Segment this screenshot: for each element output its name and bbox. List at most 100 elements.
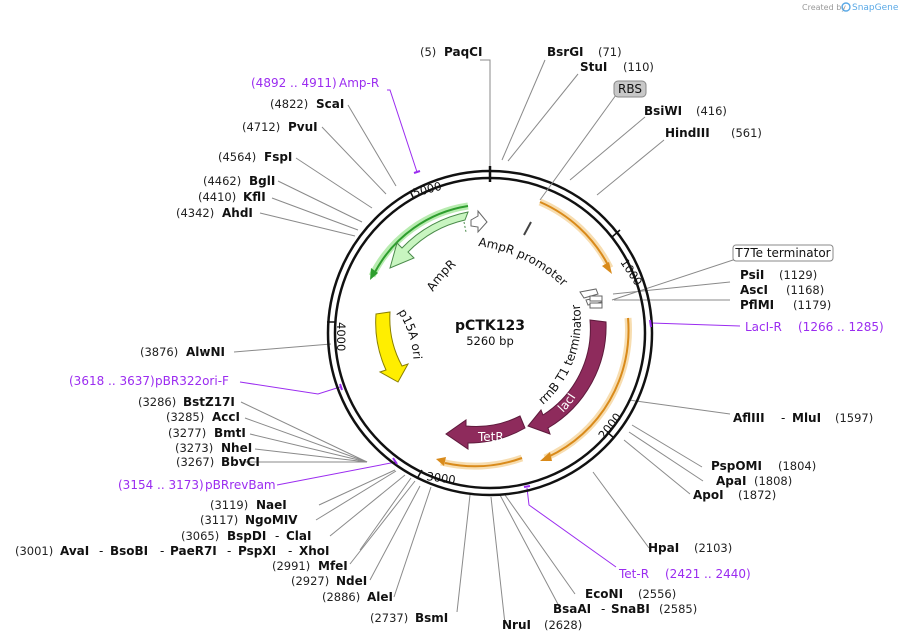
acci-name[interactable]: AccI — [212, 410, 240, 424]
apai-pos: (1808) — [754, 474, 792, 488]
naei-name[interactable]: NaeI — [256, 498, 287, 512]
enzyme-leader-lines — [233, 59, 735, 625]
alwni-pos: (3876) — [140, 345, 178, 359]
apoi-pos: (1872) — [738, 488, 776, 502]
ahdi-pos: (4342) — [176, 206, 214, 220]
bsaai-name[interactable]: BsaAI — [553, 602, 591, 616]
tetr-label: TetR — [477, 430, 504, 444]
bsiwi-name[interactable]: BsiWI — [644, 104, 682, 118]
ampr-promoter-label: AmpR promoter — [478, 235, 571, 289]
nhei-name[interactable]: NheI — [221, 441, 252, 455]
amp-r-primer-name[interactable]: Amp-R — [339, 76, 379, 90]
mlui-name[interactable]: MluI — [792, 411, 821, 425]
snapgene-logo-icon — [841, 2, 851, 12]
ampr-label: AmpR — [424, 257, 459, 294]
mfei-pos: (2991) — [272, 559, 310, 573]
bsrgi-name[interactable]: BsrGI — [547, 45, 584, 59]
paci-name[interactable]: PaqCI — [444, 45, 482, 59]
bspdi-name[interactable]: BspDI — [227, 529, 266, 543]
pbrrevbam-name[interactable]: pBRrevBam — [205, 478, 276, 492]
scai-name[interactable]: ScaI — [316, 97, 344, 111]
econi-name[interactable]: EcoNI — [585, 587, 623, 601]
bgli-pos: (4462) — [203, 174, 241, 188]
asci-name[interactable]: AscI — [740, 283, 768, 297]
orange-arc-bottom — [444, 457, 523, 468]
pspomi-pos: (1804) — [778, 459, 816, 473]
rbs-site-mark — [523, 221, 532, 236]
pspxi-name[interactable]: PspXI — [238, 544, 276, 558]
p15a-ori-feature — [375, 311, 410, 383]
alei-name[interactable]: AleI — [367, 590, 393, 604]
orange-arc-top-arrowhead — [602, 262, 612, 274]
orange-arc-top-glow — [538, 198, 614, 270]
laci-r-primer-name[interactable]: LacI-R — [745, 320, 782, 334]
avai-sep4: - — [288, 544, 292, 558]
avai-sep2: - — [160, 544, 164, 558]
stui-name[interactable]: StuI — [580, 60, 607, 74]
kfli-name[interactable]: KflI — [243, 190, 266, 204]
pbr322ori-f-range: (3618 .. 3637) — [69, 374, 155, 388]
rbs-label[interactable]: RBS — [618, 82, 642, 96]
ngomiv-name[interactable]: NgoMIV — [245, 513, 298, 527]
apoi-name[interactable]: ApoI — [693, 488, 724, 502]
pspomi-name[interactable]: PspOMI — [711, 459, 762, 473]
orange-arc-right-arrowhead — [540, 452, 552, 461]
bsobi-name[interactable]: BsoBI — [110, 544, 148, 558]
nrui-pos: (2628) — [544, 618, 582, 632]
hpai-name[interactable]: HpaI — [648, 541, 679, 555]
pvui-name[interactable]: PvuI — [288, 120, 318, 134]
pbr322ori-f-name[interactable]: pBR322ori-F — [155, 374, 229, 388]
pflmi-name[interactable]: PflMI — [740, 298, 774, 312]
bstz17i-name[interactable]: BstZ17I — [183, 395, 235, 409]
tick-marks — [327, 190, 621, 478]
nhei-pos: (3273) — [175, 441, 213, 455]
hindiii-pos: (561) — [731, 126, 762, 140]
plasmid-size: 5260 bp — [466, 334, 514, 348]
bsmi-pos: (2737) — [370, 611, 408, 625]
orange-arc-top — [539, 201, 609, 266]
ahdi-name[interactable]: AhdI — [222, 206, 253, 220]
afliii-name[interactable]: AflIII — [733, 411, 765, 425]
fspi-name[interactable]: FspI — [264, 150, 292, 164]
bmti-name[interactable]: BmtI — [214, 426, 246, 440]
ampr-outer-arrowhead — [370, 268, 378, 280]
t7te-terminator-label[interactable]: T7Te terminator — [734, 246, 830, 260]
tet-r-primer-name[interactable]: Tet-R — [618, 567, 649, 581]
bspdi-pos: (3065) — [181, 529, 219, 543]
snabi-name[interactable]: SnaBI — [611, 602, 650, 616]
tetr-feature-arrow — [445, 415, 526, 450]
pflmi-pos: (1179) — [793, 298, 831, 312]
psii-name[interactable]: PsiI — [740, 268, 764, 282]
p15a-ori-label: p15A ori — [395, 306, 424, 360]
apai-name[interactable]: ApaI — [716, 474, 746, 488]
mfei-name[interactable]: MfeI — [318, 559, 348, 573]
amp-r-primer-range: (4892 .. 4911) — [251, 76, 337, 90]
hindiii-name[interactable]: HindIII — [665, 126, 710, 140]
alwni-name[interactable]: AlwNI — [186, 345, 225, 359]
primer-leader-lines — [239, 89, 741, 568]
paer7i-name[interactable]: PaeR7I — [170, 544, 217, 558]
avai-name[interactable]: AvaI — [60, 544, 89, 558]
clai-name[interactable]: ClaI — [286, 529, 311, 543]
bsmi-name[interactable]: BsmI — [415, 611, 448, 625]
bgli-name[interactable]: BglI — [249, 174, 275, 188]
avai-pos: (3001) — [15, 544, 53, 558]
bbvci-name[interactable]: BbvCI — [221, 455, 260, 469]
bsaai-sep: - — [601, 602, 605, 616]
hpai-pos: (2103) — [694, 541, 732, 555]
xhoi-name[interactable]: XhoI — [299, 544, 330, 558]
tet-r-primer-range: (2421 .. 2440) — [665, 567, 751, 581]
stui-pos: (110) — [623, 60, 654, 74]
psii-pos: (1129) — [779, 268, 817, 282]
acci-pos: (3285) — [166, 410, 204, 424]
econi-pos: (2556) — [638, 587, 676, 601]
naei-pos: (3119) — [210, 498, 248, 512]
ndei-name[interactable]: NdeI — [336, 574, 367, 588]
ampr-promoter-arrow — [470, 209, 488, 234]
laci-r-primer-range: (1266 .. 1285) — [798, 320, 884, 334]
rbs-box — [613, 80, 647, 98]
paci-pos: (5) — [420, 45, 436, 59]
afliii-pos: (1597) — [835, 411, 873, 425]
nrui-name[interactable]: NruI — [502, 618, 531, 632]
